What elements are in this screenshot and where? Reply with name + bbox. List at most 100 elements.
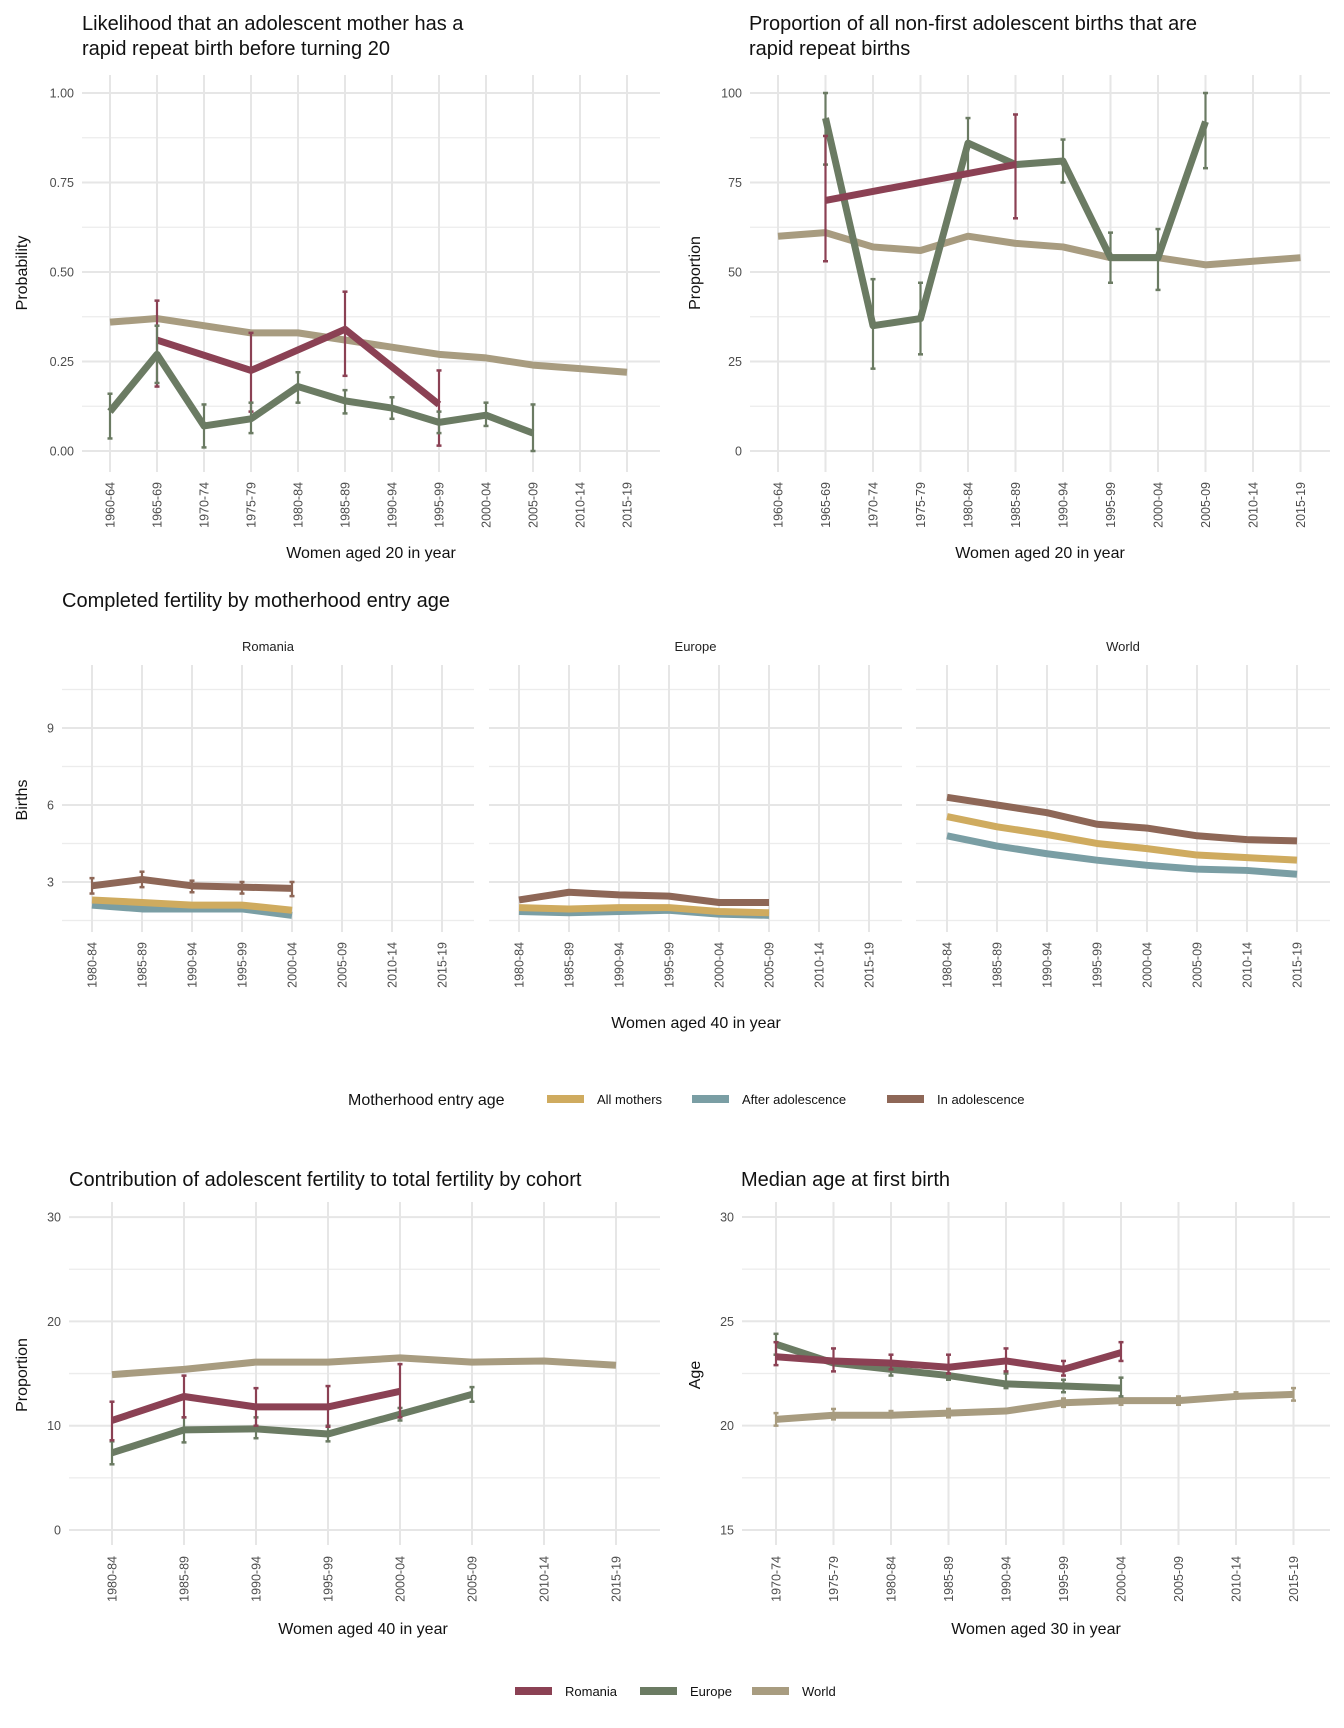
y-tick-label: 20 [720, 1419, 734, 1433]
x-tick-label: 2000-04 [1152, 482, 1166, 528]
x-tick-label: 2010-14 [538, 1556, 552, 1602]
x-tick-label: 1990-94 [613, 942, 627, 988]
series-line-after-adolescence [946, 832, 1298, 878]
x-tick-label: 1995-99 [1057, 1556, 1071, 1602]
x-tick-label: 1975-79 [914, 482, 928, 528]
x-tick-label: 2015-19 [863, 942, 877, 988]
y-tick-label: 0.50 [50, 266, 74, 280]
series-line-world [111, 1354, 617, 1379]
x-axis-title: Women aged 20 in year [955, 545, 1125, 562]
y-axis-title: Probability [14, 236, 31, 311]
y-axis-title: Proportion [687, 236, 704, 310]
x-tick-label: 1985-89 [563, 942, 577, 988]
y-tick-label: 0.25 [50, 355, 74, 369]
x-tick-label: 1960-64 [104, 482, 118, 528]
x-tick-label: 1985-89 [942, 1556, 956, 1602]
x-axis-title: Women aged 40 in year [611, 1015, 781, 1032]
x-tick-label: 1995-99 [433, 482, 447, 528]
y-tick-label: 100 [721, 87, 742, 101]
x-tick-label: 1995-99 [663, 942, 677, 988]
y-tick-label: 30 [720, 1210, 734, 1224]
series-line-world [777, 229, 1301, 269]
legend-swatch [515, 1687, 552, 1695]
y-tick-label: 50 [728, 266, 742, 280]
y-tick-label: 25 [720, 1315, 734, 1329]
x-tick-label: 1975-79 [827, 1556, 841, 1602]
x-tick-label: 1965-69 [819, 482, 833, 528]
x-axis-title: Women aged 30 in year [951, 1621, 1121, 1638]
y-axis-title: Births [14, 780, 31, 821]
x-tick-label: 2005-09 [1172, 1556, 1186, 1602]
series-line-romania [824, 161, 1017, 204]
x-tick-label: 2000-04 [1115, 1556, 1129, 1602]
legend-label: After adolescence [742, 1092, 846, 1107]
x-tick-label: 1970-74 [770, 1556, 784, 1602]
series-line-romania [155, 325, 442, 408]
legend-label: Romania [565, 1684, 618, 1699]
y-tick-label: 1.00 [50, 87, 74, 101]
gridlines [62, 75, 1330, 1545]
legend-swatch [692, 1095, 729, 1103]
x-tick-label: 1985-89 [1009, 482, 1023, 528]
legend-label: In adolescence [937, 1092, 1024, 1107]
legend-swatch [752, 1687, 789, 1695]
legend-label: All mothers [597, 1092, 663, 1107]
x-tick-label: 1960-64 [772, 482, 786, 528]
series-line-europe [110, 1391, 473, 1457]
x-tick-label: 1985-89 [178, 1556, 192, 1602]
x-tick-label: 1980-84 [941, 942, 955, 988]
x-tick-label: 2015-19 [610, 1556, 624, 1602]
x-tick-label: 1980-84 [106, 1556, 120, 1602]
x-tick-label: 2010-14 [574, 482, 588, 528]
x-tick-label: 1990-94 [1041, 942, 1055, 988]
x-tick-label: 2015-19 [1287, 1556, 1301, 1602]
y-axis-title: Age [687, 1361, 704, 1390]
legend-swatch [547, 1095, 584, 1103]
chart-title: Contribution of adolescent fertility to … [69, 1169, 582, 1191]
x-tick-label: 2005-09 [336, 942, 350, 988]
x-tick-label: 1995-99 [1091, 942, 1105, 988]
x-tick-label: 1990-94 [386, 482, 400, 528]
x-tick-label: 2015-19 [436, 942, 450, 988]
x-tick-label: 2005-09 [527, 482, 541, 528]
x-tick-label: 1970-74 [198, 482, 212, 528]
series-line-europe [107, 350, 535, 437]
x-tick-label: 1980-84 [292, 482, 306, 528]
y-tick-label: 25 [728, 355, 742, 369]
facet-strip-label: World [1106, 639, 1140, 654]
x-tick-label: 2010-14 [1241, 942, 1255, 988]
y-tick-label: 10 [47, 1419, 61, 1433]
x-tick-label: 1990-94 [1000, 1556, 1014, 1602]
legend-title: Motherhood entry age [348, 1092, 505, 1109]
x-tick-label: 2000-04 [286, 942, 300, 988]
x-tick-label: 2005-09 [1191, 942, 1205, 988]
legend-label: World [802, 1684, 836, 1699]
x-tick-label: 1990-94 [250, 1556, 264, 1602]
series-line-after-adolescence [91, 901, 293, 919]
y-tick-label: 15 [720, 1524, 734, 1538]
legend-swatch [887, 1095, 924, 1103]
series-line-in-adolescence [946, 793, 1298, 845]
series-line-in-adolescence [518, 888, 769, 907]
x-axis-title: Women aged 20 in year [286, 545, 456, 562]
y-tick-label: 30 [47, 1211, 61, 1225]
text-labels: Likelihood that an adolescent mother has… [14, 13, 1308, 1638]
x-tick-label: 2010-14 [813, 942, 827, 988]
x-tick-label: 2000-04 [394, 1556, 408, 1602]
x-tick-label: 1975-79 [245, 482, 259, 528]
chart-title: Completed fertility by motherhood entry … [62, 590, 450, 612]
x-tick-label: 1970-74 [867, 482, 881, 528]
x-tick-label: 1990-94 [186, 942, 200, 988]
chart-title-line: Likelihood that an adolescent mother has… [82, 13, 464, 35]
x-tick-label: 1980-84 [962, 482, 976, 528]
x-tick-label: 1985-89 [136, 942, 150, 988]
x-tick-label: 2015-19 [1294, 482, 1308, 528]
x-tick-label: 1995-99 [322, 1556, 336, 1602]
chart-title-line: rapid repeat births [749, 38, 910, 60]
series-line-all-mothers [91, 896, 293, 914]
y-tick-label: 0 [735, 445, 742, 459]
x-tick-label: 2005-09 [1199, 482, 1213, 528]
x-tick-label: 1965-69 [151, 482, 165, 528]
x-tick-label: 2000-04 [1141, 942, 1155, 988]
series-line-all-mothers [946, 813, 1298, 864]
